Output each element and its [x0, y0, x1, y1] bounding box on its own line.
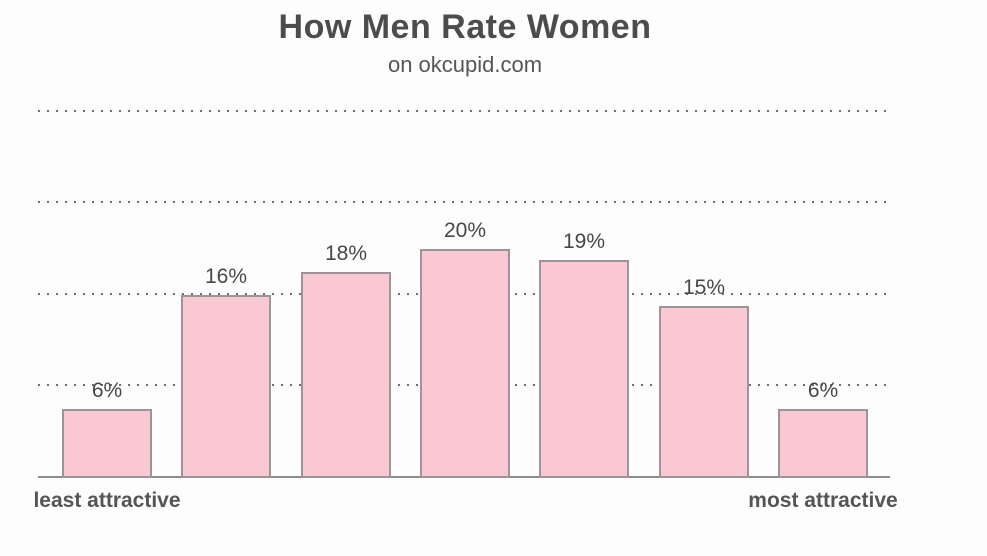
- bar: [659, 306, 749, 478]
- gridline: [38, 201, 890, 203]
- bar-value-label: 19%: [562, 230, 606, 253]
- bar-value-label: 6%: [91, 379, 123, 402]
- bar-value-label: 15%: [682, 276, 726, 299]
- bar: [420, 249, 510, 478]
- bar-value-label: 18%: [324, 242, 368, 265]
- x-axis-label-most-attractive: most attractive: [748, 489, 898, 512]
- bar-value-label: 20%: [443, 219, 487, 242]
- bar-value-label: 6%: [807, 379, 839, 402]
- x-axis-label-least-attractive: least attractive: [33, 489, 181, 512]
- gridline: [38, 110, 890, 112]
- bar: [62, 409, 152, 478]
- bar: [301, 272, 391, 478]
- bar: [778, 409, 868, 478]
- bar: [539, 260, 629, 478]
- bar-value-label: 16%: [204, 265, 248, 288]
- bar: [181, 295, 271, 478]
- chart-title: How Men Rate Women: [278, 8, 652, 46]
- chart-subtitle: on okcupid.com: [387, 52, 543, 77]
